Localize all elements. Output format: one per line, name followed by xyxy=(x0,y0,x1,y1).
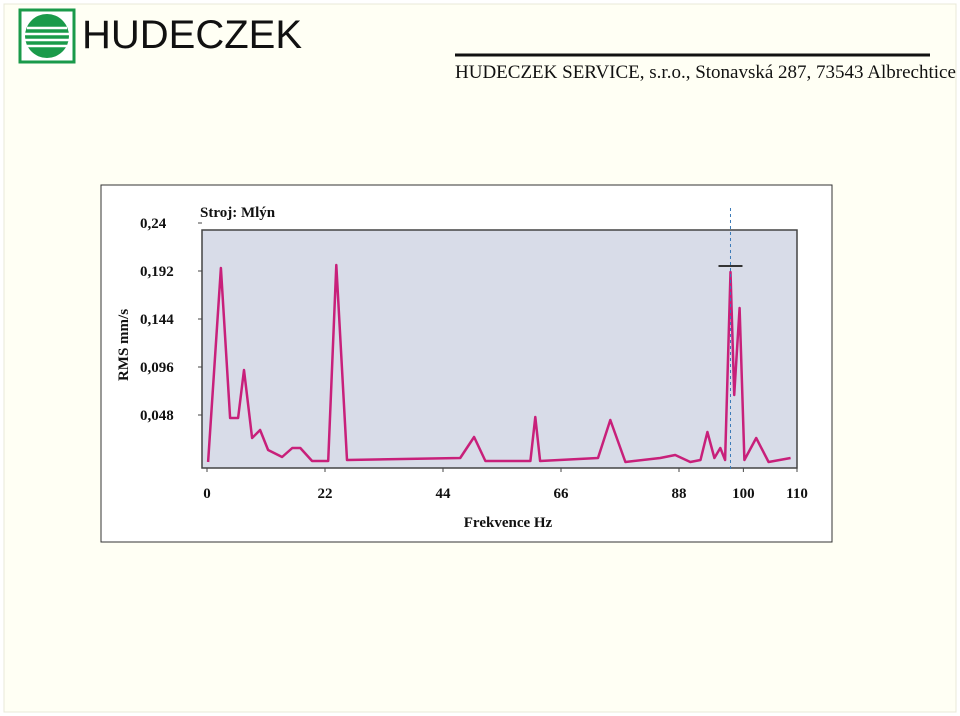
brand: HUDECZEK xyxy=(82,13,302,57)
x-tick-label: 88 xyxy=(672,486,687,502)
series-line xyxy=(206,263,791,464)
x-tick-label: 0 xyxy=(203,486,211,502)
x-tick-label: 110 xyxy=(786,486,808,502)
x-tick-label: 100 xyxy=(732,486,755,502)
x-axis-label: Frekvence Hz xyxy=(464,515,553,531)
address: HUDECZEK SERVICE, s.r.o., Stonavská 287,… xyxy=(455,62,956,83)
y-axis-label: RMS mm/s xyxy=(116,309,132,381)
y-tick-label: 0,192 xyxy=(140,264,174,280)
logo xyxy=(18,8,76,64)
y-tick-label: 0,096 xyxy=(140,360,174,376)
x-tick-label: 66 xyxy=(554,486,570,502)
chart-title: Stroj: Mlýn xyxy=(200,205,276,221)
plot-area xyxy=(201,229,798,469)
x-tick-label: 44 xyxy=(436,486,452,502)
y-tick-label: 0,048 xyxy=(140,408,174,424)
x-tick-label: 22 xyxy=(318,486,333,502)
y-tick-label: 0,144 xyxy=(140,312,174,328)
y-tick-label: 0,24 xyxy=(140,216,167,232)
